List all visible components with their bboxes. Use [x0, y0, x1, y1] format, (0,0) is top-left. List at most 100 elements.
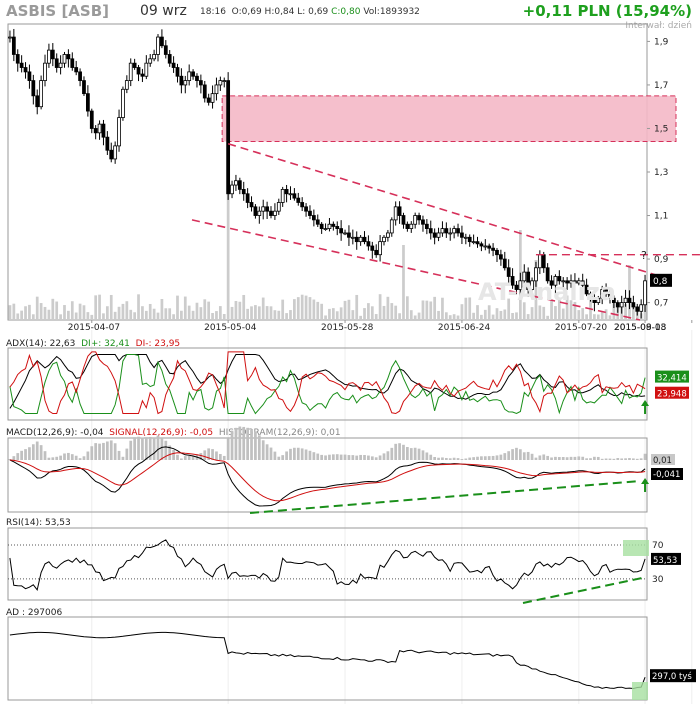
histogram-bar: [152, 437, 156, 460]
volume-bar: [304, 295, 308, 320]
histogram-bar: [417, 448, 421, 460]
candle-body: [495, 249, 499, 256]
candle-body: [565, 280, 570, 284]
histogram-bar: [612, 458, 616, 460]
histogram-bar: [238, 426, 242, 460]
volume-bar: [8, 305, 12, 320]
volume-bar: [160, 298, 164, 320]
rsi-legend: RSI(14): 53,53: [6, 518, 71, 528]
candle-body: [117, 117, 121, 147]
histogram-bar: [199, 453, 203, 460]
volume-bar: [565, 295, 569, 320]
volume-bar: [476, 305, 479, 320]
histogram-bar: [102, 442, 105, 460]
candle-body: [623, 297, 628, 303]
candle-body: [635, 306, 640, 312]
ad-line: [9, 631, 646, 690]
histogram-bar: [183, 456, 187, 460]
volume-value: Vol:1893932: [363, 7, 420, 17]
di-minus-last-label: 23,948: [657, 390, 687, 400]
histogram-bar: [429, 454, 433, 460]
candle-body: [335, 226, 340, 229]
histogram-bar: [234, 427, 238, 460]
volume-bar: [624, 304, 627, 320]
x-tick-label: 2015-08-13: [614, 323, 666, 333]
volume-bar: [28, 304, 31, 320]
candle-body: [386, 232, 390, 238]
candle-body: [319, 223, 324, 229]
candle-body: [358, 236, 363, 243]
candle-body: [35, 95, 40, 108]
candle-body: [534, 267, 538, 282]
volume-bar: [230, 306, 234, 320]
histogram-bar: [164, 440, 168, 460]
histogram-bar: [137, 436, 140, 460]
candle-body: [456, 228, 460, 234]
candle-body: [362, 236, 367, 243]
histogram-bar: [59, 455, 62, 460]
histogram-bar: [28, 447, 31, 460]
histogram-bar: [374, 457, 378, 460]
histogram-bar: [16, 453, 20, 460]
histogram-bar: [557, 457, 561, 460]
histogram-bar: [367, 455, 370, 460]
rsi-last-box: [651, 552, 681, 565]
histogram-bar: [269, 447, 273, 460]
volume-bar: [39, 303, 43, 320]
histogram-bar: [452, 457, 456, 460]
volume-bar: [530, 307, 534, 320]
candle-body: [74, 67, 79, 73]
candle-body: [331, 223, 336, 227]
macd-line: [9, 446, 646, 507]
candle-body: [245, 193, 250, 203]
volume-bar: [554, 306, 557, 320]
volume-bar: [63, 305, 66, 320]
volume-bar: [367, 303, 370, 320]
histogram-bar: [363, 455, 366, 460]
histogram-bar: [608, 458, 612, 460]
histogram-bar: [35, 441, 39, 460]
candle-body: [47, 49, 51, 64]
volume-bar: [573, 301, 577, 320]
volume-bar: [183, 296, 187, 320]
volume-bar: [608, 315, 612, 320]
y-tick-label: 1,1: [654, 212, 668, 222]
ad-highlight: [632, 682, 648, 700]
candle-body: [311, 215, 316, 221]
volume-bar: [67, 310, 70, 320]
volume-bar: [460, 304, 464, 320]
volume-bar: [491, 314, 495, 320]
volume-bar: [156, 312, 160, 320]
candle-body: [171, 62, 176, 68]
histogram-bar: [444, 457, 448, 460]
ad-last-label: 297,0 tyś: [652, 671, 692, 682]
candle-body: [580, 280, 585, 286]
volume-bar: [59, 314, 62, 320]
histogram-bar: [507, 451, 511, 460]
volume-bar: [78, 303, 82, 320]
candle-body: [569, 280, 573, 284]
di-minus-last-box: [655, 386, 689, 399]
volume-bar: [577, 310, 581, 320]
candle-body: [592, 297, 597, 303]
volume-bar: [35, 296, 39, 320]
volume-bar: [441, 297, 444, 320]
volume-bar: [125, 301, 129, 320]
histogram-bar: [39, 445, 43, 460]
volume-bar: [20, 310, 24, 320]
candle-body: [280, 189, 285, 203]
di-plus-legend: DI+: 32,41: [81, 339, 130, 349]
candle-body: [167, 54, 172, 64]
signal-line: [9, 452, 646, 502]
volume-bar: [331, 308, 335, 320]
volume-bar: [86, 312, 90, 320]
candle-body: [269, 210, 273, 216]
volume-bar: [129, 309, 133, 320]
histogram-bar: [565, 457, 569, 460]
histogram-bar: [144, 437, 148, 460]
candle-body: [343, 232, 347, 235]
volume-bar: [534, 260, 538, 320]
candle-body: [15, 54, 20, 64]
candle-body: [530, 280, 534, 290]
histogram-bar: [273, 451, 277, 460]
